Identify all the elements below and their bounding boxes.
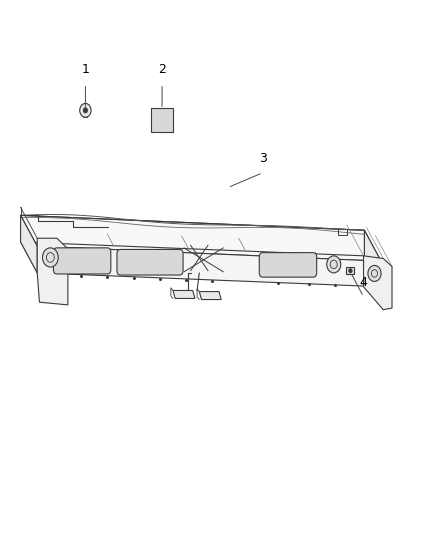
Polygon shape	[37, 246, 381, 287]
Circle shape	[42, 248, 58, 267]
Text: 3: 3	[259, 152, 267, 165]
FancyBboxPatch shape	[117, 249, 183, 275]
Circle shape	[83, 108, 88, 113]
Text: 4: 4	[360, 277, 367, 289]
FancyBboxPatch shape	[53, 248, 111, 274]
Polygon shape	[364, 256, 392, 310]
Polygon shape	[173, 290, 195, 298]
Polygon shape	[21, 215, 381, 261]
Text: 2: 2	[158, 63, 166, 76]
Circle shape	[349, 269, 352, 273]
Text: 1: 1	[81, 63, 89, 76]
FancyBboxPatch shape	[259, 253, 317, 277]
Polygon shape	[37, 238, 68, 305]
Polygon shape	[151, 108, 173, 132]
Bar	[346, 267, 354, 274]
Circle shape	[327, 256, 341, 273]
Polygon shape	[21, 215, 37, 273]
Circle shape	[80, 103, 91, 117]
Circle shape	[368, 265, 381, 281]
Polygon shape	[364, 230, 381, 287]
Polygon shape	[199, 292, 221, 300]
